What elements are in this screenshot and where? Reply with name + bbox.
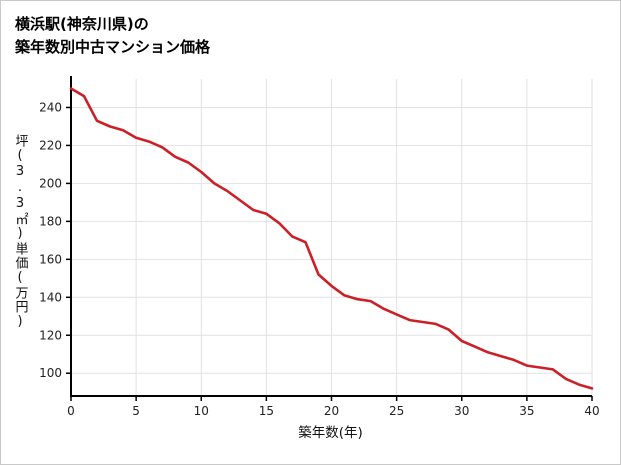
chart-title-line1: 横浜駅(神奈川県)の	[15, 15, 149, 33]
x-tick-label: 25	[389, 404, 404, 418]
y-tick-label: 160	[39, 252, 62, 266]
x-tick-label: 30	[454, 404, 469, 418]
chart-title: 横浜駅(神奈川県)の 築年数別中古マンション価格	[1, 1, 620, 60]
x-tick-label: 5	[132, 404, 140, 418]
chart-title-line2: 築年数別中古マンション価格	[15, 38, 211, 57]
x-tick-label: 15	[259, 404, 274, 418]
line-chart: 0 5 10 15 20 25 30 35 40 100 120 140 160 180 200 220 240	[39, 75, 600, 418]
y-tick-label: 180	[39, 214, 62, 228]
price-line-series	[69, 86, 594, 390]
x-axis-label: 築年数(年)	[298, 424, 363, 441]
y-tick-label: 240	[39, 100, 62, 114]
y-tick-label: 100	[39, 366, 62, 380]
x-tick-label: 10	[194, 404, 209, 418]
x-tick-label: 40	[584, 404, 599, 418]
x-tick-label: 20	[324, 404, 339, 418]
y-axis-label: 坪(3.3㎡)単価(万円)	[12, 134, 28, 330]
y-tick-label: 140	[39, 290, 62, 304]
y-tick-label: 200	[39, 176, 62, 190]
x-tick-label: 35	[519, 404, 534, 418]
y-tick-label: 220	[39, 138, 62, 152]
chart-area: 坪(3.3㎡)単価(万円) 0 5 10 15 20 25 30 35 40 100 120 140 1…	[1, 74, 620, 419]
y-tick-label: 120	[39, 328, 62, 342]
x-tick-label: 0	[67, 404, 75, 418]
